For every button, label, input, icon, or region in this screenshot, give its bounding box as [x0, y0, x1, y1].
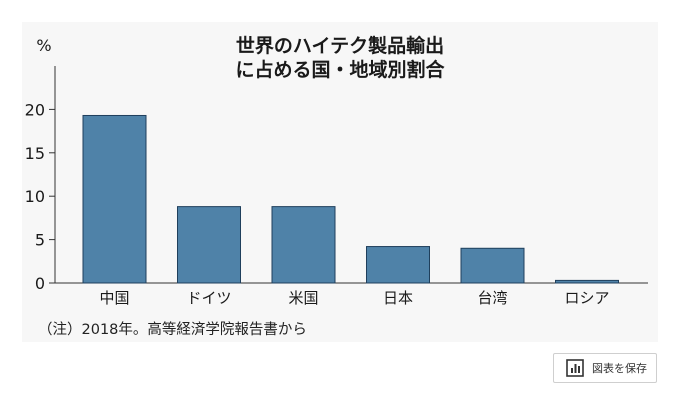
chart-title-line-1: 世界のハイテク製品輸出: [235, 35, 445, 57]
bar: [366, 246, 430, 284]
x-category-label: 米国: [288, 289, 318, 307]
x-category-label: 台湾: [477, 289, 507, 307]
bar: [177, 206, 241, 284]
source-footnote: （注）2018年。高等経済学院報告書から: [38, 322, 307, 338]
bar: [555, 279, 619, 284]
y-tick-label: 0: [35, 274, 45, 293]
x-category-label: 日本: [383, 289, 413, 307]
y-tick-label: 5: [35, 231, 45, 250]
bar: [460, 247, 525, 284]
y-axis-unit-label: %: [36, 36, 51, 55]
bar-chart-icon: [566, 359, 584, 377]
chart-title-line-2: に占める国・地域別割合: [235, 59, 445, 81]
y-tick-label: 15: [25, 144, 45, 163]
x-category-label: 中国: [99, 289, 129, 307]
x-category-label: ドイツ: [186, 289, 231, 307]
save-chart-label: 図表を保存: [592, 362, 647, 375]
save-chart-button[interactable]: 図表を保存: [553, 353, 657, 383]
x-category-label: ロシア: [564, 289, 609, 307]
y-tick-label: 20: [25, 100, 45, 119]
bar: [82, 114, 147, 284]
bar: [271, 206, 336, 284]
y-tick-label: 10: [25, 187, 45, 206]
